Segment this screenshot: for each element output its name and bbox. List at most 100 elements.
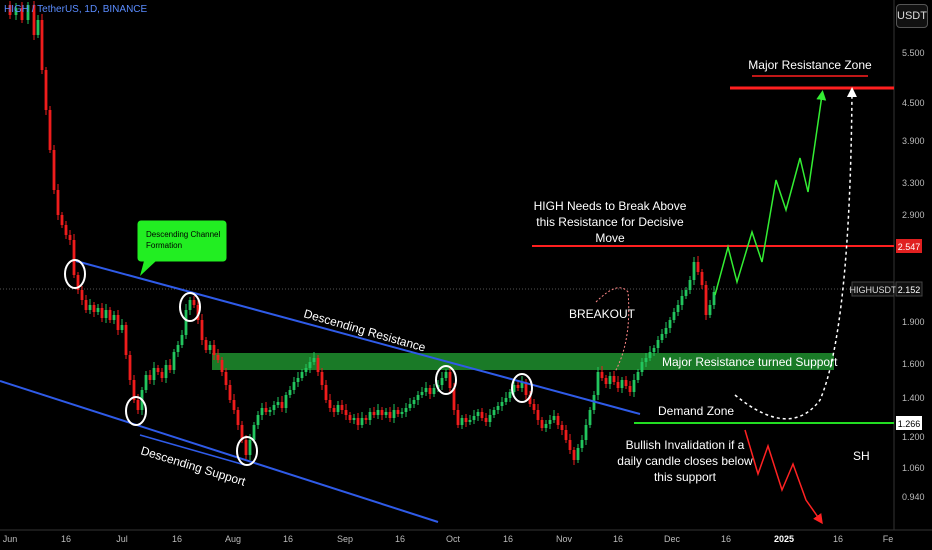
demand-zone-label: Demand Zone bbox=[658, 404, 734, 418]
support-price-badge[interactable] bbox=[896, 416, 922, 430]
candle-body bbox=[224, 372, 228, 385]
candle-body bbox=[548, 420, 552, 424]
currency-button[interactable]: USDT bbox=[896, 4, 928, 28]
candle-body bbox=[652, 348, 656, 352]
candle-body bbox=[336, 405, 340, 412]
candle-body bbox=[284, 395, 288, 408]
candle-body bbox=[328, 400, 332, 408]
candle-body bbox=[456, 410, 460, 425]
candle-body bbox=[704, 285, 708, 315]
candle-body bbox=[260, 408, 264, 415]
candle-body bbox=[148, 375, 152, 380]
candle-body bbox=[512, 385, 516, 392]
candle-body bbox=[88, 305, 92, 310]
y-tick-label: 1.900 bbox=[902, 317, 925, 327]
candle-body bbox=[256, 415, 260, 425]
candle-body bbox=[40, 20, 44, 70]
candle-body bbox=[192, 300, 196, 305]
candle-body bbox=[372, 412, 376, 415]
last-price-badge[interactable] bbox=[895, 281, 923, 297]
invalidation-line2: daily candle closes below bbox=[617, 454, 753, 468]
candle-body bbox=[48, 110, 52, 150]
candle-body bbox=[388, 412, 392, 418]
breakout-label: BREAKOUT bbox=[569, 307, 636, 321]
candle-body bbox=[176, 345, 180, 352]
candle-body bbox=[448, 372, 452, 388]
candle-body bbox=[444, 372, 448, 378]
candle-body bbox=[324, 385, 328, 400]
candle-body bbox=[136, 400, 140, 410]
candle-body bbox=[452, 388, 456, 410]
candle-body bbox=[632, 380, 636, 392]
candle-body bbox=[708, 305, 712, 315]
candle-body bbox=[172, 352, 176, 370]
needs-break-line1: HIGH Needs to Break Above bbox=[534, 199, 687, 213]
x-tick-label: 16 bbox=[503, 534, 513, 544]
candle-body bbox=[180, 335, 184, 345]
candle-body bbox=[560, 425, 564, 430]
candle-body bbox=[644, 358, 648, 362]
breakout-arc bbox=[595, 287, 630, 373]
candle-body bbox=[360, 418, 364, 425]
resistance-price-badge[interactable] bbox=[896, 239, 922, 253]
x-tick-label: Sep bbox=[337, 534, 353, 544]
candle-body bbox=[620, 380, 624, 388]
candle-body bbox=[356, 418, 360, 425]
candle-body bbox=[532, 404, 536, 410]
candle-body bbox=[668, 320, 672, 328]
candle-body bbox=[80, 290, 84, 300]
candle-body bbox=[312, 358, 316, 362]
candle-body bbox=[380, 410, 384, 415]
y-tick-label: 3.900 bbox=[902, 136, 925, 146]
candle-body bbox=[508, 392, 512, 398]
candle-body bbox=[240, 425, 244, 440]
symbol-title[interactable]: HIGH / TetherUS, 1D, BINANCE bbox=[4, 4, 148, 15]
callout-text-line1: Descending Channel bbox=[146, 230, 220, 239]
candle-body bbox=[568, 440, 572, 450]
candle-body bbox=[340, 405, 344, 410]
touch-circle bbox=[236, 436, 258, 466]
candle-body bbox=[84, 300, 88, 310]
candle-body bbox=[96, 308, 100, 312]
candle-body bbox=[680, 296, 684, 305]
candle-body bbox=[308, 362, 312, 368]
invalidation-line3: this support bbox=[654, 470, 717, 484]
x-tick-label: Jul bbox=[116, 534, 128, 544]
symbol-name-badge[interactable] bbox=[851, 281, 895, 297]
candle-body bbox=[276, 402, 280, 405]
symbol-name-text: HIGHUSDT bbox=[850, 285, 898, 295]
candle-body bbox=[332, 408, 336, 412]
candle-body bbox=[484, 418, 488, 422]
candle-body bbox=[496, 406, 500, 410]
y-tick-label: 2.900 bbox=[902, 210, 925, 220]
candle-body bbox=[684, 290, 688, 296]
price-axis-panel[interactable] bbox=[894, 0, 932, 530]
x-tick-label: 16 bbox=[613, 534, 623, 544]
candle-body bbox=[316, 358, 320, 372]
candle-body bbox=[164, 365, 168, 378]
candle-body bbox=[556, 416, 560, 425]
candle-body bbox=[696, 262, 700, 272]
sh-label: SH bbox=[853, 449, 870, 463]
x-tick-label: 16 bbox=[395, 534, 405, 544]
descending-resistance-line[interactable] bbox=[75, 260, 641, 415]
candle-body bbox=[14, 8, 18, 15]
candle-body bbox=[428, 388, 432, 394]
y-tick-label: 4.500 bbox=[902, 98, 925, 108]
x-tick-label: Fe bbox=[883, 534, 894, 544]
candle-body bbox=[588, 410, 592, 425]
candle-body bbox=[26, 5, 30, 20]
candle-body bbox=[236, 410, 240, 425]
x-tick-label: 16 bbox=[283, 534, 293, 544]
x-tick-label: 16 bbox=[61, 534, 71, 544]
y-tick-label: 5.500 bbox=[902, 48, 925, 58]
candle-body bbox=[488, 415, 492, 422]
candle-body bbox=[52, 150, 56, 190]
descending-support-line[interactable] bbox=[0, 380, 439, 523]
candle-body bbox=[128, 355, 132, 380]
candle-body bbox=[196, 305, 200, 320]
candle-body bbox=[416, 395, 420, 400]
candle-body bbox=[20, 8, 24, 20]
candle-body bbox=[160, 372, 164, 378]
